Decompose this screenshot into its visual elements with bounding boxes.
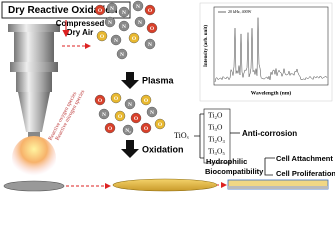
phase-box <box>203 108 231 164</box>
spectrum-panel <box>199 2 333 102</box>
air-label: Compressed <box>56 19 105 28</box>
molecule-label: O <box>144 126 149 132</box>
molecule-label: N <box>122 24 126 30</box>
outcome: Cell Proliferation <box>276 169 335 178</box>
x-axis-label: Wavelength (nm) <box>251 89 292 96</box>
molecule <box>118 20 130 32</box>
step-label: Plasma <box>142 75 175 85</box>
molecule-label: O <box>118 114 123 120</box>
molecule-label: N <box>114 38 118 44</box>
step-label: Oxidation <box>142 144 184 154</box>
molecule <box>94 94 106 106</box>
molecule <box>110 92 122 104</box>
step-arrow <box>121 140 139 158</box>
molecule-label: O <box>108 126 113 132</box>
molecule-label: O <box>114 96 119 102</box>
molecule-label: N <box>128 102 132 108</box>
molecule-label: N <box>138 20 142 26</box>
molecule-label: O <box>144 98 149 104</box>
molecule-label: N <box>120 52 124 58</box>
molecule <box>134 16 146 28</box>
step-arrow <box>121 72 139 89</box>
property: Hydrophilic <box>206 157 247 166</box>
molecule <box>144 38 156 50</box>
molecule <box>144 4 156 16</box>
molecule <box>154 118 166 130</box>
molecule <box>132 0 144 12</box>
molecule-label: O <box>148 8 153 14</box>
plasma-glow <box>12 136 56 180</box>
molecule-label: N <box>122 10 126 16</box>
molecule-label: O <box>150 26 155 32</box>
molecule-label: N <box>150 110 154 116</box>
molecule <box>146 106 158 118</box>
molecule-label: N <box>148 42 152 48</box>
bracket <box>194 113 204 159</box>
oxidized-substrate <box>112 178 218 192</box>
molecule-label: N <box>102 112 106 118</box>
cross-section-base <box>228 186 328 189</box>
page: {"title": "Dry Reactive Oxidation", "air… <box>1 0 335 192</box>
molecule-label: N <box>110 6 114 12</box>
molecule-label: O <box>132 36 137 42</box>
molecule-label: N <box>108 20 112 26</box>
molecule-label: O <box>98 8 103 14</box>
outcome: Cell Attachment <box>276 154 333 163</box>
substrate <box>3 180 65 192</box>
molecule <box>122 124 134 136</box>
phase: Ti₂O <box>208 111 223 120</box>
molecule <box>140 94 152 106</box>
molecule <box>130 112 142 124</box>
molecule-label: N₂ <box>125 128 131 134</box>
molecule <box>104 16 116 28</box>
oxide-label: TiOₓ <box>174 131 190 140</box>
phase: Ti₃O₅ <box>208 147 225 156</box>
y-axis-label: Intensity (arb. unit) <box>204 25 209 67</box>
molecule <box>116 48 128 60</box>
connector <box>264 157 275 176</box>
molecule <box>114 110 126 122</box>
molecule <box>146 22 158 34</box>
molecule <box>104 122 116 134</box>
molecule <box>118 6 130 18</box>
plasma-nozzle <box>8 24 60 140</box>
molecule-label: O <box>134 116 139 122</box>
molecule <box>96 30 108 42</box>
molecule <box>124 98 136 110</box>
molecule <box>140 122 152 134</box>
title: Dry Reactive Oxidation <box>8 5 117 16</box>
molecule <box>128 32 140 44</box>
property: Biocompatibility <box>205 167 264 176</box>
phase: Ti₃O <box>208 123 223 132</box>
molecule-label: O <box>158 122 163 128</box>
molecule <box>98 108 110 120</box>
legend-label: 20 kHz, 400W <box>228 9 252 15</box>
graphical-abstract: Dry Reactive Oxidation Reactive oxygen s… <box>1 0 335 192</box>
property: Anti-corrosion <box>242 129 297 138</box>
molecule <box>110 34 122 46</box>
molecule-label: O <box>100 34 105 40</box>
phase: Ti₂O₃ <box>208 135 225 144</box>
molecule <box>106 2 118 14</box>
air-label: Dry Air <box>67 28 93 37</box>
molecule <box>94 4 106 16</box>
molecule-label: O <box>98 98 103 104</box>
molecule-label: N <box>136 4 140 10</box>
